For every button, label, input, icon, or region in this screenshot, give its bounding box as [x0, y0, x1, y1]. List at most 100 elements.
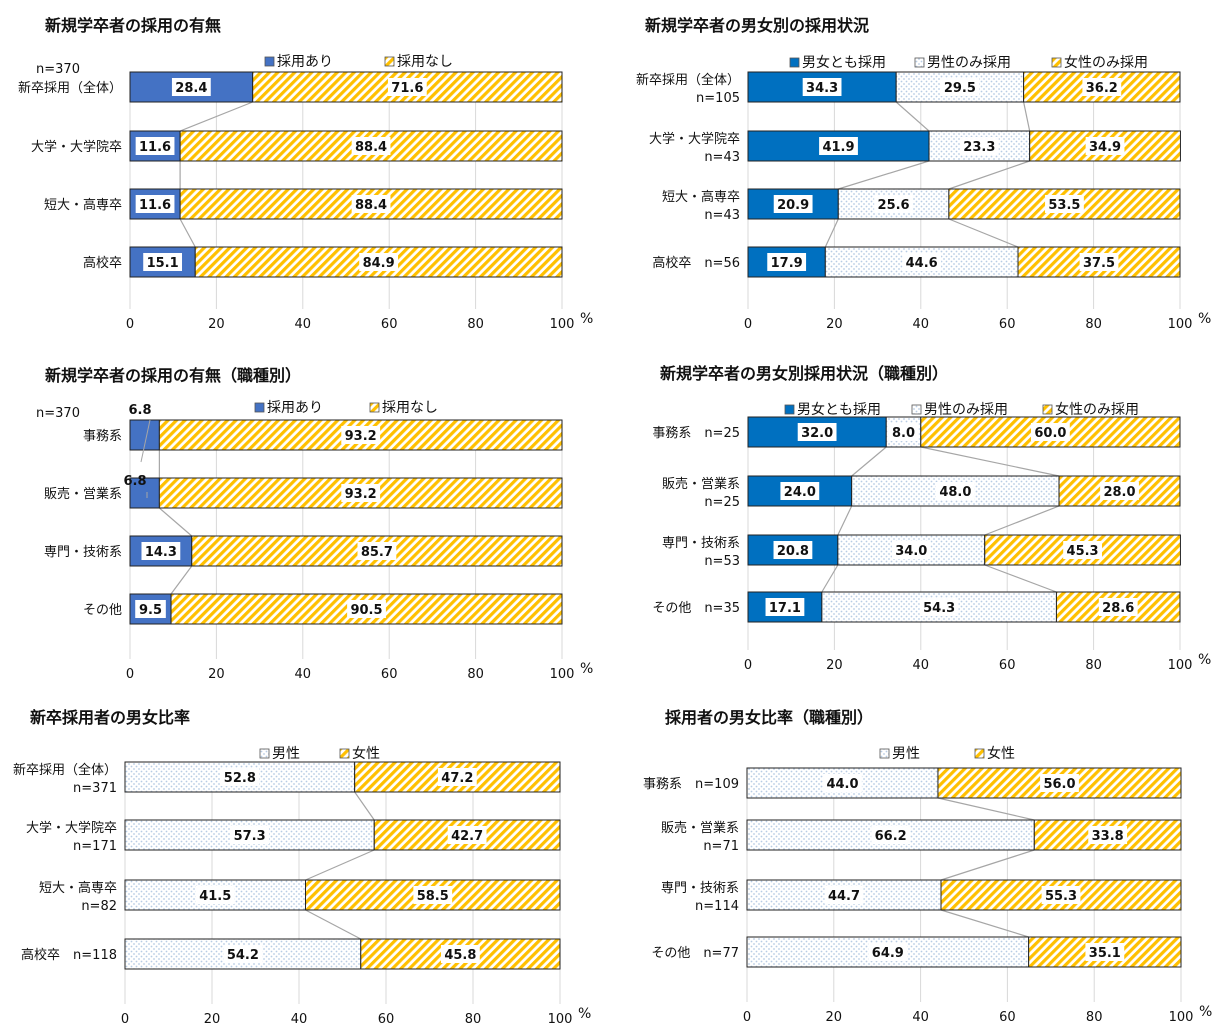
x-tick-label: 100 [550, 667, 575, 682]
data-label-bg [819, 137, 858, 155]
legend-label: 女性 [987, 745, 1015, 762]
x-axis: 0 20 40 60 80 100% [744, 311, 1211, 332]
data-label-bg [802, 78, 842, 96]
connector-line [305, 909, 362, 940]
data-label: 41.5 [199, 889, 231, 904]
x-tick-label: 20 [826, 658, 843, 673]
x-tick-label: 0 [126, 317, 134, 332]
x-tick-label: 40 [913, 658, 930, 673]
legend: 採用あり 採用なし [254, 400, 438, 416]
data-label: 28.6 [1102, 601, 1134, 616]
connector-line [170, 565, 193, 595]
data-label: 45.8 [444, 948, 476, 963]
data-label: 56.0 [1043, 777, 1075, 792]
connector-line [895, 101, 930, 132]
connector-lines [937, 797, 1035, 938]
data-label-bg [135, 137, 175, 155]
connector-lines [158, 450, 193, 595]
category-label: 専門・技術系 n=53 [662, 536, 740, 569]
connector-lines [179, 101, 253, 248]
legend-swatch [1042, 404, 1053, 415]
data-label: 90.5 [350, 603, 382, 618]
legend-swatch [259, 748, 270, 759]
bars: 44.0 56.0 66.2 33.8 44.7 55.3 64.9 35.1 [746, 767, 1182, 968]
category-label: 販売・営業系 [44, 486, 122, 502]
data-label-bg [1045, 195, 1084, 213]
data-label: 48.0 [939, 485, 971, 500]
data-label-bg [874, 195, 913, 213]
data-label-bg [437, 768, 477, 786]
chart-panel-2: 新規学卒者の男女別の採用状況 男女とも採用 男性のみ採用 女性のみ採用 34.3 29.… [610, 0, 1220, 340]
data-label: 9.5 [139, 603, 162, 618]
x-tick-label: 20 [204, 1012, 221, 1023]
legend-swatch [1051, 57, 1062, 68]
legend-swatch [369, 402, 380, 413]
legend-swatch [911, 404, 922, 415]
data-label-bg [823, 774, 862, 792]
data-label: 6.8 [123, 474, 146, 489]
connector-line [937, 797, 1035, 821]
data-label-bg [351, 137, 391, 155]
data-label: 71.6 [391, 81, 423, 96]
x-tick-label: 20 [826, 317, 843, 332]
category-label: 新卒採用（全体） [18, 80, 122, 96]
x-tick-label: 80 [467, 317, 484, 332]
legend-label: 女性 [352, 745, 380, 762]
x-tick-label: 80 [1085, 658, 1102, 673]
chart-title: 新規学卒者の男女別の採用状況 [645, 16, 870, 35]
bar-segment [194, 246, 563, 278]
category-label: 専門・技術系 n=114 [661, 881, 739, 914]
legend-swatch [784, 404, 795, 415]
data-label-bg [1088, 826, 1128, 844]
connector-lines [821, 446, 1060, 593]
n-label: n=370 [36, 406, 80, 421]
data-label: 35.1 [1089, 946, 1121, 961]
category-label: 高校卒 n=118 [21, 947, 117, 963]
data-label: 17.9 [771, 256, 803, 271]
x-axis: 0 20 40 60 80 100% [126, 311, 593, 332]
chart-plot: 採用あり 採用なし n=370 28.4 71.6 11.6 88.4 11.6 88.4 15.… [18, 54, 593, 332]
chart-title: 新卒採用者の男女比率 [30, 708, 191, 727]
legend-label: 女性のみ採用 [1055, 401, 1139, 418]
chart-plot: 採用あり 採用なし n=370 6.8 93.2 6.8 93.2 14.3 85.7 9.5 90… [36, 400, 593, 682]
data-label-bg [387, 78, 427, 96]
bars: 34.3 29.5 36.2 41.9 23.3 34.9 20.9 25.6 53.5 17.9… [747, 71, 1181, 278]
x-tick-label: 40 [295, 667, 312, 682]
chart-panel-4: 新規学卒者の男女別採用状況（職種別） 男女とも採用 男性のみ採用 女性のみ採用 32.… [610, 340, 1220, 680]
data-label: 29.5 [944, 81, 976, 96]
data-label: 54.2 [227, 948, 259, 963]
data-label: 32.0 [801, 426, 833, 441]
connector-line [948, 218, 1019, 248]
connector-line [984, 505, 1060, 536]
category-label: その他 n=35 [652, 601, 740, 616]
data-label: 20.8 [777, 544, 809, 559]
bar-segment [937, 767, 1182, 799]
chart-plot: 男性 女性 52.8 47.2 57.3 42.7 41.5 58.5 54.2 45.8 新卒採用… [13, 745, 591, 1023]
chart-title: 新規学卒者の採用の有無 [45, 16, 222, 35]
connector-lines [824, 101, 1031, 248]
legend: 男性 女性 [259, 745, 380, 762]
data-label-bg [797, 423, 837, 441]
legend-swatch [789, 57, 800, 68]
data-label: 15.1 [147, 256, 179, 271]
connector-line [1023, 101, 1031, 132]
x-tick-label: 40 [913, 317, 930, 332]
data-label: 37.5 [1083, 256, 1115, 271]
chart-plot: 男女とも採用 男性のみ採用 女性のみ採用 32.0 8.0 60.0 24.0 48.0 28.… [652, 401, 1211, 673]
connector-line [851, 446, 887, 477]
x-axis: 0 20 40 60 80 100% [126, 661, 593, 682]
data-label-bg [447, 826, 487, 844]
bars: 52.8 47.2 57.3 42.7 41.5 58.5 54.2 45.8 [124, 761, 561, 970]
connector-line [305, 849, 375, 881]
x-tick-label: 20 [208, 667, 225, 682]
data-label-bg [195, 886, 235, 904]
x-tick-label: 0 [744, 658, 752, 673]
connector-line [179, 101, 253, 132]
data-label: 64.9 [872, 946, 904, 961]
data-label-bg [135, 195, 175, 213]
data-label-bg [765, 598, 805, 616]
legend-label: 女性のみ採用 [1064, 54, 1148, 71]
connector-line [920, 446, 1060, 477]
data-label-bg [868, 943, 908, 961]
data-label: 57.3 [234, 829, 266, 844]
